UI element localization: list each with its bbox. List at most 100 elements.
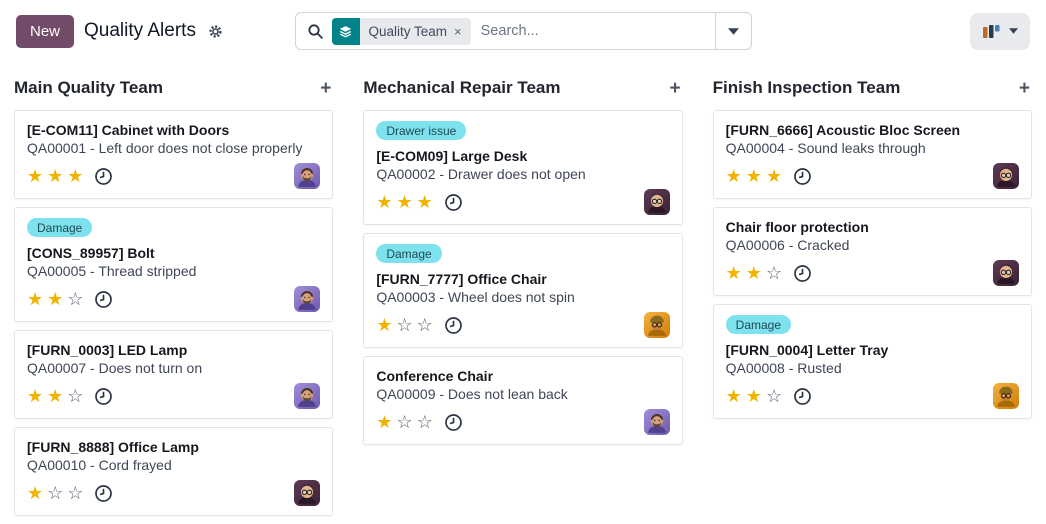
add-card-button[interactable]: + <box>669 77 681 99</box>
priority-star-filled[interactable]: ★ <box>67 166 84 186</box>
priority-star-filled[interactable]: ★ <box>745 386 762 406</box>
assignee-avatar[interactable] <box>993 383 1019 409</box>
priority-star-filled[interactable]: ★ <box>27 483 44 503</box>
breadcrumb-area: New Quality Alerts <box>16 14 295 48</box>
activity-clock-icon[interactable] <box>444 413 463 432</box>
layers-icon <box>331 17 360 45</box>
priority-star-filled[interactable]: ★ <box>725 166 742 186</box>
kanban-card[interactable]: [E-COM11] Cabinet with Doors QA00001 - Le… <box>14 110 334 199</box>
kanban-board: Main Quality Team + [E-COM11] Cabinet with… <box>0 62 1046 524</box>
activity-clock-icon[interactable] <box>793 387 812 406</box>
card-subtitle: QA00009 - Does not lean back <box>376 386 568 402</box>
activity-clock-icon[interactable] <box>793 264 812 283</box>
assignee-avatar[interactable] <box>294 286 321 312</box>
card-title: Chair floor protection <box>725 219 869 235</box>
assignee-avatar[interactable] <box>294 163 321 189</box>
card-title: [E-COM11] Cabinet with Doors <box>27 122 230 138</box>
priority-star-filled[interactable]: ★ <box>745 166 762 186</box>
priority-widget: ★ ☆ ☆ <box>376 413 432 431</box>
kanban-card[interactable]: [FURN_6666] Acoustic Bloc Screen QA00004 … <box>712 110 1032 199</box>
activity-clock-icon[interactable] <box>444 316 463 335</box>
kanban-card[interactable]: Chair floor protection QA00006 - Cracked ★… <box>712 207 1032 296</box>
column-header: Main Quality Team + <box>14 78 333 98</box>
column-header: Mechanical Repair Team + <box>363 78 682 98</box>
priority-star-filled[interactable]: ★ <box>47 386 64 406</box>
card-subtitle: QA00004 - Sound leaks through <box>725 140 926 156</box>
search-facet: Quality Team × <box>331 17 471 45</box>
activity-clock-icon[interactable] <box>94 484 113 503</box>
priority-star-filled[interactable]: ★ <box>376 192 393 212</box>
priority-star-empty[interactable]: ☆ <box>416 315 433 335</box>
new-button[interactable]: New <box>16 14 75 48</box>
priority-star-empty[interactable]: ☆ <box>396 412 413 432</box>
priority-star-filled[interactable]: ★ <box>745 263 762 283</box>
card-title: [CONS_89957] Bolt <box>27 245 155 261</box>
priority-star-filled[interactable]: ★ <box>47 289 64 309</box>
gear-icon[interactable] <box>208 24 223 39</box>
priority-star-empty[interactable]: ☆ <box>765 263 783 283</box>
kanban-card[interactable]: Damage [FURN_7777] Office Chair QA00003 - … <box>363 233 683 348</box>
facet-remove-icon[interactable]: × <box>454 23 462 39</box>
priority-star-filled[interactable]: ★ <box>376 315 393 335</box>
priority-star-filled[interactable]: ★ <box>27 289 44 309</box>
kanban-card[interactable]: Drawer issue [E-COM09] Large Desk QA00002 … <box>363 110 683 225</box>
tag-badge: Damage <box>27 218 93 237</box>
card-footer: ★ ★ ★ <box>726 163 1019 189</box>
priority-widget: ★ ★ ☆ <box>726 387 782 405</box>
priority-star-empty[interactable]: ☆ <box>765 386 783 406</box>
activity-clock-icon[interactable] <box>94 387 113 406</box>
kanban-column: Mechanical Repair Team + Drawer issue [E-CO… <box>363 64 683 524</box>
priority-star-filled[interactable]: ★ <box>27 166 44 186</box>
priority-star-empty[interactable]: ☆ <box>67 289 84 309</box>
priority-star-empty[interactable]: ☆ <box>47 483 64 503</box>
assignee-avatar[interactable] <box>294 383 321 409</box>
priority-star-filled[interactable]: ★ <box>376 412 393 432</box>
priority-star-empty[interactable]: ☆ <box>396 315 413 335</box>
priority-star-filled[interactable]: ★ <box>765 166 783 186</box>
kanban-card[interactable]: Damage [CONS_89957] Bolt QA00005 - Thread … <box>14 207 334 322</box>
card-footer: ★ ★ ☆ <box>726 260 1019 286</box>
add-card-button[interactable]: + <box>1018 77 1030 99</box>
priority-widget: ★ ★ ★ <box>376 193 432 211</box>
search-dropdown-toggle[interactable] <box>714 13 751 49</box>
card-footer: ★ ★ ★ <box>27 163 321 189</box>
search-input[interactable] <box>470 23 715 39</box>
assignee-avatar[interactable] <box>643 312 670 338</box>
chevron-down-icon <box>727 27 739 35</box>
priority-star-filled[interactable]: ★ <box>416 192 433 212</box>
add-card-button[interactable]: + <box>320 77 332 99</box>
priority-star-filled[interactable]: ★ <box>725 263 742 283</box>
card-footer: ★ ★ ★ <box>376 189 670 215</box>
facet-body: Quality Team × <box>360 18 471 45</box>
priority-star-empty[interactable]: ☆ <box>416 412 433 432</box>
priority-widget: ★ ★ ☆ <box>27 290 83 308</box>
assignee-avatar[interactable] <box>993 260 1019 286</box>
activity-clock-icon[interactable] <box>793 167 812 186</box>
priority-star-filled[interactable]: ★ <box>725 386 742 406</box>
activity-clock-icon[interactable] <box>94 167 113 186</box>
card-footer: ★ ★ ☆ <box>726 383 1019 409</box>
priority-star-filled[interactable]: ★ <box>27 386 44 406</box>
tag-badge: Damage <box>376 244 442 263</box>
activity-clock-icon[interactable] <box>94 290 113 309</box>
assignee-avatar[interactable] <box>643 409 670 435</box>
assignee-avatar[interactable] <box>643 189 670 215</box>
card-subtitle: QA00006 - Cracked <box>725 237 850 253</box>
priority-star-empty[interactable]: ☆ <box>67 386 84 406</box>
search-icon <box>307 23 324 40</box>
kanban-card[interactable]: Conference Chair QA00009 - Does not lean … <box>363 356 683 445</box>
view-switcher-button[interactable] <box>970 12 1030 50</box>
priority-star-empty[interactable]: ☆ <box>67 483 84 503</box>
card-footer: ★ ★ ☆ <box>27 286 321 312</box>
card-subtitle: QA00010 - Cord frayed <box>27 457 172 473</box>
priority-star-filled[interactable]: ★ <box>47 166 64 186</box>
assignee-avatar[interactable] <box>294 480 321 506</box>
assignee-avatar[interactable] <box>993 163 1019 189</box>
kanban-card[interactable]: [FURN_0003] LED Lamp QA00007 - Does not t… <box>14 330 334 419</box>
activity-clock-icon[interactable] <box>444 193 463 212</box>
kanban-card[interactable]: [FURN_8888] Office Lamp QA00010 - Cord fr… <box>14 427 334 516</box>
card-title: [FURN_0003] LED Lamp <box>27 342 188 358</box>
kanban-card[interactable]: Damage [FURN_0004] Letter Tray QA00008 - R… <box>712 304 1032 419</box>
priority-star-filled[interactable]: ★ <box>396 192 413 212</box>
search-bar: Quality Team × <box>294 12 752 50</box>
